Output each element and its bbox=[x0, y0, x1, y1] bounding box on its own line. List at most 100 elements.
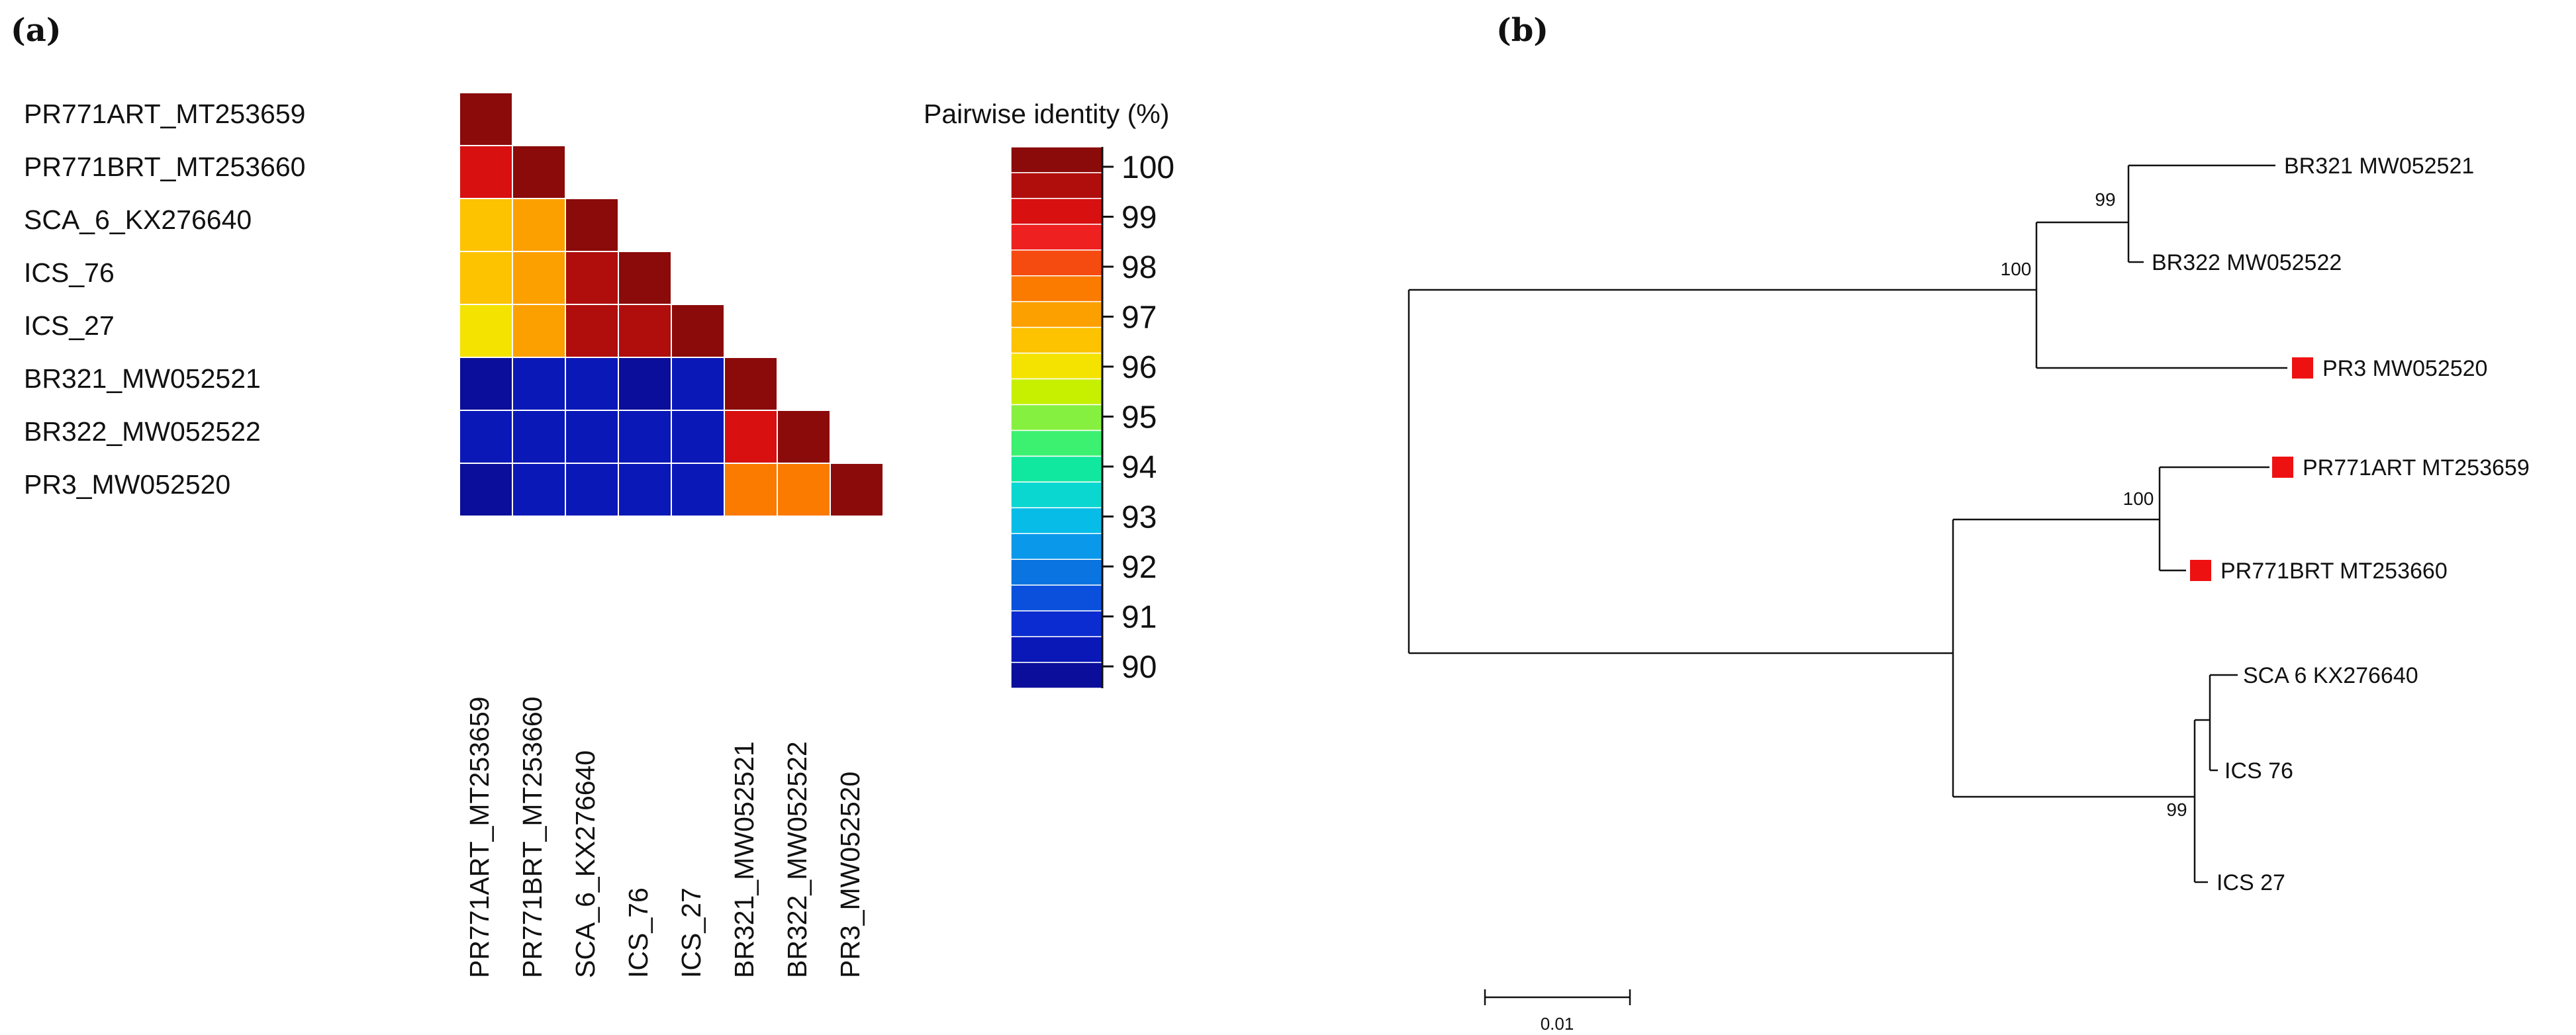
heatmap-cell bbox=[512, 410, 566, 464]
colorbar-segment bbox=[1010, 146, 1103, 173]
tip-label: BR322 MW052522 bbox=[2152, 250, 2342, 275]
row-label: ICS_27 bbox=[24, 310, 115, 341]
heatmap-cell bbox=[565, 304, 619, 358]
heatmap-cell bbox=[459, 357, 513, 411]
heatmap-cell bbox=[618, 463, 672, 517]
colorbar-segment bbox=[1010, 636, 1103, 663]
colorbar-segment bbox=[1010, 198, 1103, 225]
row-label: BR322_MW052522 bbox=[24, 416, 261, 447]
colorbar-tick-label: 100 bbox=[1121, 150, 1174, 185]
colorbar-ticks: 100 99 98 97 96 95 94 93 92 91 90 bbox=[1102, 150, 1174, 685]
tip-label: BR321 MW052521 bbox=[2284, 154, 2474, 179]
colorbar-segment bbox=[1010, 172, 1103, 199]
column-label: PR771BRT_MT253660 bbox=[517, 697, 548, 978]
heatmap-cell bbox=[618, 251, 672, 305]
heatmap-cell bbox=[512, 198, 566, 252]
heatmap-cells bbox=[459, 92, 884, 517]
column-label: BR321_MW052521 bbox=[729, 741, 759, 978]
panel-b-letter: (b) bbox=[1496, 12, 1549, 49]
colorbar-tick-label: 95 bbox=[1121, 400, 1157, 435]
red-square-marker bbox=[2190, 560, 2211, 581]
colorbar-title: Pairwise identity (%) bbox=[924, 99, 1169, 129]
heatmap-cell bbox=[830, 463, 884, 517]
colorbar-tick-label: 91 bbox=[1121, 600, 1157, 635]
heatmap-cell bbox=[459, 304, 513, 358]
heatmap-cell bbox=[459, 145, 513, 199]
colorbar-segment bbox=[1010, 662, 1103, 689]
colorbar-segment bbox=[1010, 559, 1103, 586]
heatmap-cell bbox=[459, 198, 513, 252]
colorbar-segment bbox=[1010, 326, 1103, 354]
colorbar: Pairwise identity (%) 100 99 98 97 96 95 94 93 9… bbox=[924, 99, 1174, 689]
heatmap-cell bbox=[459, 463, 513, 517]
colorbar-segment bbox=[1010, 507, 1103, 535]
colorbar-tick-label: 96 bbox=[1121, 350, 1157, 385]
heatmap-cell bbox=[565, 251, 619, 305]
column-label: PR3_MW052520 bbox=[835, 772, 865, 978]
tip-label: PR771ART MT253659 bbox=[2303, 455, 2530, 480]
tip-label: ICS 76 bbox=[2224, 758, 2293, 784]
heatmap-cell bbox=[618, 410, 672, 464]
heatmap-cell bbox=[618, 304, 672, 358]
colorbar-tick-label: 98 bbox=[1121, 250, 1157, 285]
heatmap-cell bbox=[459, 410, 513, 464]
heatmap-cell bbox=[512, 251, 566, 305]
panel-a-letter: (a) bbox=[11, 12, 62, 49]
heatmap-cell bbox=[724, 357, 778, 411]
heatmap-cell bbox=[671, 463, 725, 517]
row-label: ICS_76 bbox=[24, 257, 115, 288]
row-labels: PR771ART_MT253659 PR771BRT_MT253660 SCA_… bbox=[24, 99, 305, 500]
heatmap-cell bbox=[512, 357, 566, 411]
column-label: ICS_76 bbox=[623, 887, 653, 978]
colorbar-tick-label: 97 bbox=[1121, 300, 1157, 336]
colorbar-segment bbox=[1010, 584, 1103, 611]
row-label: SCA_6_KX276640 bbox=[24, 204, 252, 235]
panel-a-identity-matrix: (a) PR771ART_MT253659 PR771BRT_MT253660 … bbox=[11, 12, 1174, 978]
tree-branches bbox=[1407, 164, 2287, 883]
heatmap-cell bbox=[777, 410, 831, 464]
colorbar-cells bbox=[1010, 146, 1103, 689]
colorbar-segment bbox=[1010, 481, 1103, 509]
panel-b-phylogenetic-tree: (b) 99 bbox=[1407, 12, 2530, 1034]
heatmap-cell bbox=[565, 357, 619, 411]
column-labels: PR771ART_MT253659 PR771BRT_MT253660 SCA_… bbox=[464, 697, 865, 978]
heatmap-cell bbox=[671, 357, 725, 411]
colorbar-tick-label: 90 bbox=[1121, 650, 1157, 685]
colorbar-segment bbox=[1010, 429, 1103, 457]
colorbar-segment bbox=[1010, 249, 1103, 277]
heatmap-cell bbox=[512, 463, 566, 517]
heatmap-cell bbox=[565, 410, 619, 464]
column-label: ICS_27 bbox=[676, 887, 706, 978]
column-label: BR322_MW052522 bbox=[782, 741, 812, 978]
tip-label: PR771BRT MT253660 bbox=[2220, 559, 2448, 584]
row-label: PR3_MW052520 bbox=[24, 469, 230, 500]
tip-label: SCA 6 KX276640 bbox=[2243, 663, 2418, 688]
heatmap-cell bbox=[671, 410, 725, 464]
colorbar-segment bbox=[1010, 610, 1103, 637]
colorbar-tick-label: 92 bbox=[1121, 550, 1157, 585]
row-label: PR771BRT_MT253660 bbox=[24, 152, 305, 182]
heatmap-cell bbox=[724, 410, 778, 464]
heatmap-cell bbox=[459, 251, 513, 305]
colorbar-segment bbox=[1010, 224, 1103, 251]
heatmap-cell bbox=[618, 357, 672, 411]
heatmap-cell bbox=[512, 145, 566, 199]
colorbar-tick-label: 99 bbox=[1121, 201, 1157, 236]
row-label: BR321_MW052521 bbox=[24, 363, 261, 394]
heatmap-cell bbox=[565, 463, 619, 517]
heatmap-cell bbox=[565, 198, 619, 252]
row-label: PR771ART_MT253659 bbox=[24, 99, 305, 129]
colorbar-segment bbox=[1010, 378, 1103, 406]
colorbar-segment bbox=[1010, 275, 1103, 302]
red-square-marker bbox=[2292, 357, 2313, 379]
bootstrap-value: 100 bbox=[2123, 488, 2154, 509]
bootstrap-value: 100 bbox=[2001, 259, 2032, 279]
scale-bar: 0.01 bbox=[1484, 989, 1631, 1034]
heatmap-cell bbox=[777, 463, 831, 517]
tip-label: ICS 27 bbox=[2217, 870, 2285, 895]
column-label: SCA_6_KX276640 bbox=[570, 750, 600, 978]
colorbar-tick-label: 93 bbox=[1121, 500, 1157, 535]
heatmap-cell bbox=[724, 463, 778, 517]
scale-bar-label: 0.01 bbox=[1541, 1014, 1574, 1034]
